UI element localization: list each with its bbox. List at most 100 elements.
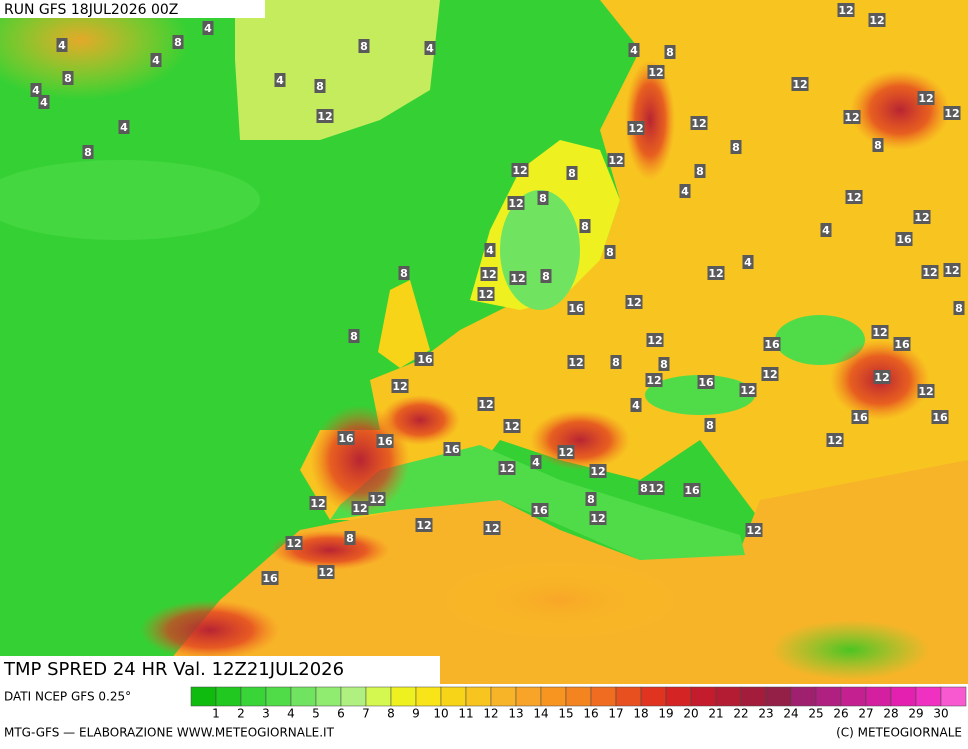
label-box xyxy=(851,410,869,424)
contour-label: 12 xyxy=(838,4,853,17)
colorbar-tick-label: 10 xyxy=(433,707,448,721)
label-box xyxy=(507,196,525,210)
colorbar-tick-label: 4 xyxy=(287,707,295,721)
label-box xyxy=(872,138,884,152)
label-box xyxy=(317,565,335,579)
label-box xyxy=(837,3,855,17)
label-box xyxy=(503,419,521,433)
footer-left: MTG-GFS — ELABORAZIONE WWW.METEOGIORNALE… xyxy=(4,726,335,740)
contour-label: 8 xyxy=(581,220,589,233)
hot-balkans xyxy=(530,410,630,470)
contour-label: 12 xyxy=(478,288,493,301)
contour-label: 16 xyxy=(444,443,460,456)
contour-label: 8 xyxy=(660,358,668,371)
label-box xyxy=(871,325,889,339)
contour-label: 16 xyxy=(532,504,548,517)
label-box xyxy=(567,301,585,315)
color-swatch xyxy=(415,686,442,707)
contour-label: 12 xyxy=(481,268,496,281)
contour-label: 8 xyxy=(955,302,963,315)
color-swatch xyxy=(715,686,742,707)
label-box xyxy=(845,190,863,204)
contour-label: 12 xyxy=(874,371,889,384)
contour-label: 4 xyxy=(120,121,128,134)
label-box xyxy=(82,145,94,159)
colorbar-tick-label: 7 xyxy=(362,707,370,721)
label-box xyxy=(38,95,50,109)
colorbar-tick-label: 3 xyxy=(262,707,270,721)
color-swatch xyxy=(940,686,967,707)
contour-label: 4 xyxy=(630,44,638,57)
label-box xyxy=(625,295,643,309)
colorbar-tick-label: 29 xyxy=(908,707,923,721)
label-box xyxy=(56,38,68,52)
color-swatch xyxy=(640,686,667,707)
colorbar-tick-label: 1 xyxy=(212,707,220,721)
label-box xyxy=(690,116,708,130)
contour-label: 4 xyxy=(744,256,752,269)
hot-france xyxy=(380,395,460,445)
contour-label: 16 xyxy=(338,432,354,445)
colorbar-tick-label: 27 xyxy=(858,707,873,721)
label-box xyxy=(150,53,162,67)
label-box xyxy=(531,503,549,517)
contour-label: 4 xyxy=(426,42,434,55)
colorbar-tick-label: 6 xyxy=(337,707,345,721)
contour-label: 12 xyxy=(317,110,332,123)
contour-label: 16 xyxy=(894,338,910,351)
label-box xyxy=(627,121,645,135)
color-swatch xyxy=(365,686,392,707)
label-box xyxy=(261,571,279,585)
label-box xyxy=(202,21,214,35)
label-box xyxy=(540,269,552,283)
label-box xyxy=(557,445,575,459)
label-box xyxy=(742,255,754,269)
label-box xyxy=(530,455,542,469)
colorbar-tick-label: 23 xyxy=(758,707,773,721)
label-box xyxy=(739,383,757,397)
colorbar-tick-label: 26 xyxy=(833,707,848,721)
label-box xyxy=(511,163,529,177)
contour-label: 12 xyxy=(504,420,519,433)
run-label: RUN GFS 18JUL2026 00Z xyxy=(4,2,178,18)
color-swatch xyxy=(515,686,542,707)
contour-label: 12 xyxy=(558,446,573,459)
contour-label: 12 xyxy=(510,272,525,285)
contour-label: 12 xyxy=(647,334,662,347)
label-box xyxy=(826,433,844,447)
label-box xyxy=(730,140,742,154)
hot-siberia xyxy=(850,70,950,150)
color-swatch xyxy=(440,686,467,707)
label-box xyxy=(537,191,549,205)
contour-label: 12 xyxy=(648,482,663,495)
contour-label: 8 xyxy=(706,419,714,432)
contour-label: 12 xyxy=(762,368,777,381)
label-box xyxy=(647,65,665,79)
colorbar-tick-label: 18 xyxy=(633,707,648,721)
contour-label: 12 xyxy=(844,111,859,124)
label-box xyxy=(679,184,691,198)
label-box xyxy=(509,271,527,285)
britain xyxy=(378,280,430,368)
label-box xyxy=(351,501,369,515)
label-box xyxy=(376,434,394,448)
contour-label: 8 xyxy=(174,36,182,49)
color-swatch xyxy=(590,686,617,707)
contour-label: 12 xyxy=(944,107,959,120)
contour-label: 8 xyxy=(606,246,614,259)
color-swatch xyxy=(765,686,792,707)
contour-label: 12 xyxy=(914,211,929,224)
hot-morocco xyxy=(140,600,280,660)
label-box xyxy=(645,373,663,387)
label-box xyxy=(638,481,650,495)
contour-label: 12 xyxy=(318,566,333,579)
contour-label: 16 xyxy=(764,338,780,351)
label-box xyxy=(477,287,495,301)
contour-label: 12 xyxy=(416,519,431,532)
color-swatch xyxy=(290,686,317,707)
colorbar-tick-label: 21 xyxy=(708,707,723,721)
contour-label: 16 xyxy=(698,376,714,389)
contour-label: 8 xyxy=(666,46,674,59)
